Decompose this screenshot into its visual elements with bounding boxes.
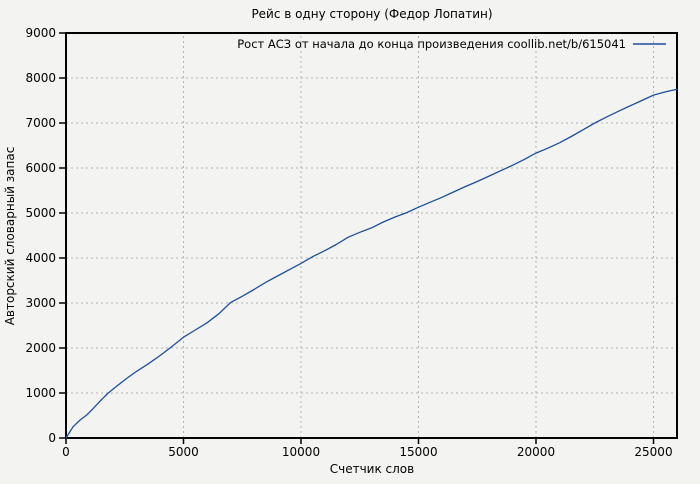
y-tick-label: 2000 [25,341,56,355]
legend-label: Рост АСЗ от начала до конца произведения… [237,37,626,51]
x-axis-label: Счетчик слов [330,462,414,476]
y-tick-label: 8000 [25,71,56,85]
x-tick-label: 5000 [168,445,199,459]
y-tick-label: 6000 [25,161,56,175]
axis-tick-marks [59,32,655,444]
gridlines [66,33,677,438]
y-axis-label: Авторский словарный запас [3,147,17,326]
y-tick-label: 5000 [25,206,56,220]
legend: Рост АСЗ от начала до конца произведения… [237,37,666,51]
y-tick-label: 9000 [25,26,56,40]
plot-border [65,32,678,439]
axis-tick-labels: 0 5000 10000 15000 20000 25000 0 1000 2000 3000 40… [25,26,672,459]
y-tick-label: 7000 [25,116,56,130]
x-tick-label: 25000 [634,445,672,459]
y-tick-label: 3000 [25,296,56,310]
y-tick-label: 0 [48,431,56,445]
data-line-series [65,88,678,439]
x-tick-label: 10000 [282,445,320,459]
x-tick-label: 15000 [399,445,437,459]
x-tick-label: 20000 [517,445,555,459]
y-tick-label: 1000 [25,386,56,400]
y-tick-label: 4000 [25,251,56,265]
x-tick-label: 0 [62,445,70,459]
chart-title: Рейс в одну сторону (Федор Лопатин) [251,7,492,21]
